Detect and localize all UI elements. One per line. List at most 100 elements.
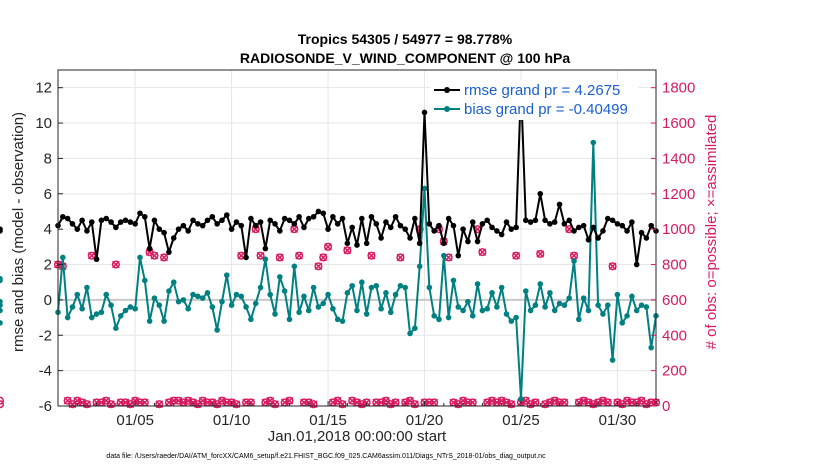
- rmse-point-69: [387, 224, 394, 231]
- x-tick-label-0: 01/05: [116, 412, 154, 429]
- chart-subtitle: RADIOSONDE_V_WIND_COMPONENT @ 100 hPa: [240, 50, 570, 66]
- bias-point-77: [426, 284, 433, 291]
- rmse-point-99: [532, 217, 539, 224]
- bias-point-84: [460, 307, 466, 314]
- bias-point-101: [542, 304, 548, 310]
- rmse-point-43: [262, 245, 269, 252]
- rmse-point-77: [426, 221, 433, 227]
- bias-point-109: [580, 295, 587, 301]
- bias-point-19: [146, 318, 153, 324]
- bias-point-58: [334, 316, 341, 323]
- rmse-point-47: [281, 215, 288, 222]
- bias-point-115: [609, 357, 616, 363]
- rmse-point-65: [368, 213, 375, 220]
- obs-possible-marker-50: [295, 251, 304, 260]
- obs-possible-marker-6: [82, 400, 91, 409]
- bias-point-96: [518, 396, 524, 402]
- bias-point-95: [513, 314, 519, 321]
- bias-point-35: [223, 272, 230, 278]
- rmse-point-116: [614, 221, 621, 227]
- bias-point-50: [296, 309, 302, 316]
- bias-point-62: [354, 307, 360, 314]
- rmse-point-44: [267, 217, 273, 224]
- rmse-point-121: [638, 229, 645, 236]
- legend-bias-marker: [444, 106, 450, 112]
- rmse-point-26: [180, 222, 187, 229]
- rmse-point-113: [600, 228, 606, 234]
- bias-point-36: [228, 302, 235, 309]
- rmse-point-16: [132, 221, 138, 227]
- y2-tick-label-2: 400: [662, 327, 687, 344]
- rmse-point-97: [522, 217, 529, 224]
- rmse-point-108: [576, 224, 582, 231]
- obs-assimilated-marker-99: [531, 398, 540, 407]
- rmse-point-23: [166, 249, 172, 255]
- obs-assimilated-marker-55: [319, 253, 328, 262]
- bias-point-43: [262, 256, 269, 263]
- bias-point-4: [74, 291, 81, 298]
- rmse-point-10: [103, 215, 110, 222]
- rmse-point-31: [204, 217, 211, 224]
- rmse-point-119: [629, 219, 635, 225]
- rmse-point-79: [436, 222, 442, 229]
- rmse-point-64: [363, 240, 370, 247]
- rmse-point-126: [0, 226, 3, 232]
- bias-point-98: [527, 307, 534, 314]
- bias-point-81: [445, 314, 452, 321]
- obs-possible-marker-37: [232, 400, 241, 409]
- legend: rmse grand pr = 4.2675 bias grand pr = -…: [430, 80, 638, 120]
- obs-possible-marker-100: [536, 249, 545, 258]
- rmse-point-102: [547, 221, 553, 227]
- rmse-point-42: [257, 219, 264, 225]
- rmse-point-56: [325, 226, 331, 232]
- obs-possible-marker-21: [155, 400, 164, 409]
- rmse-point-11: [108, 219, 114, 225]
- rmse-point-101: [542, 217, 548, 224]
- obs-assimilated-marker-42: [256, 251, 265, 260]
- bias-point-117: [619, 320, 626, 326]
- rmse-point-3: [69, 221, 76, 227]
- x-axis-label: Jan.01,2018 00:00:00 start: [268, 428, 447, 445]
- obs-possible-marker-115: [608, 262, 617, 271]
- rmse-point-109: [580, 222, 587, 229]
- rmse-point-68: [383, 219, 389, 225]
- bias-point-11: [108, 302, 114, 309]
- rmse-point-76: [421, 109, 428, 116]
- bias-point-66: [373, 282, 380, 289]
- rmse-point-115: [609, 217, 616, 224]
- rmse-point-88: [479, 221, 486, 227]
- bias-point-129: [0, 275, 3, 282]
- bias-point-17: [137, 254, 143, 261]
- y2-tick-label-1: 200: [662, 363, 687, 380]
- obs-assimilated-marker-22: [160, 253, 168, 262]
- bias-point-53: [310, 284, 317, 291]
- bias-point-9: [98, 309, 105, 316]
- obs-assimilated-marker-7: [87, 251, 96, 260]
- bias-point-60: [344, 290, 351, 296]
- legend-box: [430, 80, 638, 120]
- rmse-point-29: [195, 221, 201, 227]
- bias-point-32: [209, 304, 216, 310]
- rmse-point-20: [151, 217, 158, 224]
- bias-point-18: [142, 277, 148, 284]
- y-axis-label: rmse and bias (model - observation): [10, 112, 27, 352]
- x-axis-ticks: 01/05 01/10 01/15 01/20 01/25 01/30: [57, 401, 657, 429]
- rmse-point-35: [223, 212, 230, 218]
- bias-point-130: [0, 302, 3, 308]
- chart-title: Tropics 54305 / 54977 = 98.778%: [298, 31, 513, 47]
- bias-point-10: [103, 291, 110, 298]
- rmse-point-28: [190, 217, 196, 224]
- obs-assimilated-marker-71: [396, 253, 405, 262]
- bias-point-6: [84, 284, 90, 291]
- rmse-point-95: [513, 224, 519, 231]
- bias-point-100: [537, 281, 544, 287]
- rmse-point-45: [272, 221, 278, 227]
- obs-possible-marker-42: [256, 251, 265, 260]
- bias-point-111: [590, 139, 597, 146]
- y2-tick-label-5: 1000: [662, 221, 695, 238]
- rmse-point-41: [252, 222, 259, 229]
- x-tick-label-5: 01/30: [599, 412, 637, 429]
- obs-assimilated-marker-49: [290, 225, 299, 233]
- rmse-point-87: [474, 238, 481, 245]
- obs-assimilated-marker-64: [362, 398, 371, 407]
